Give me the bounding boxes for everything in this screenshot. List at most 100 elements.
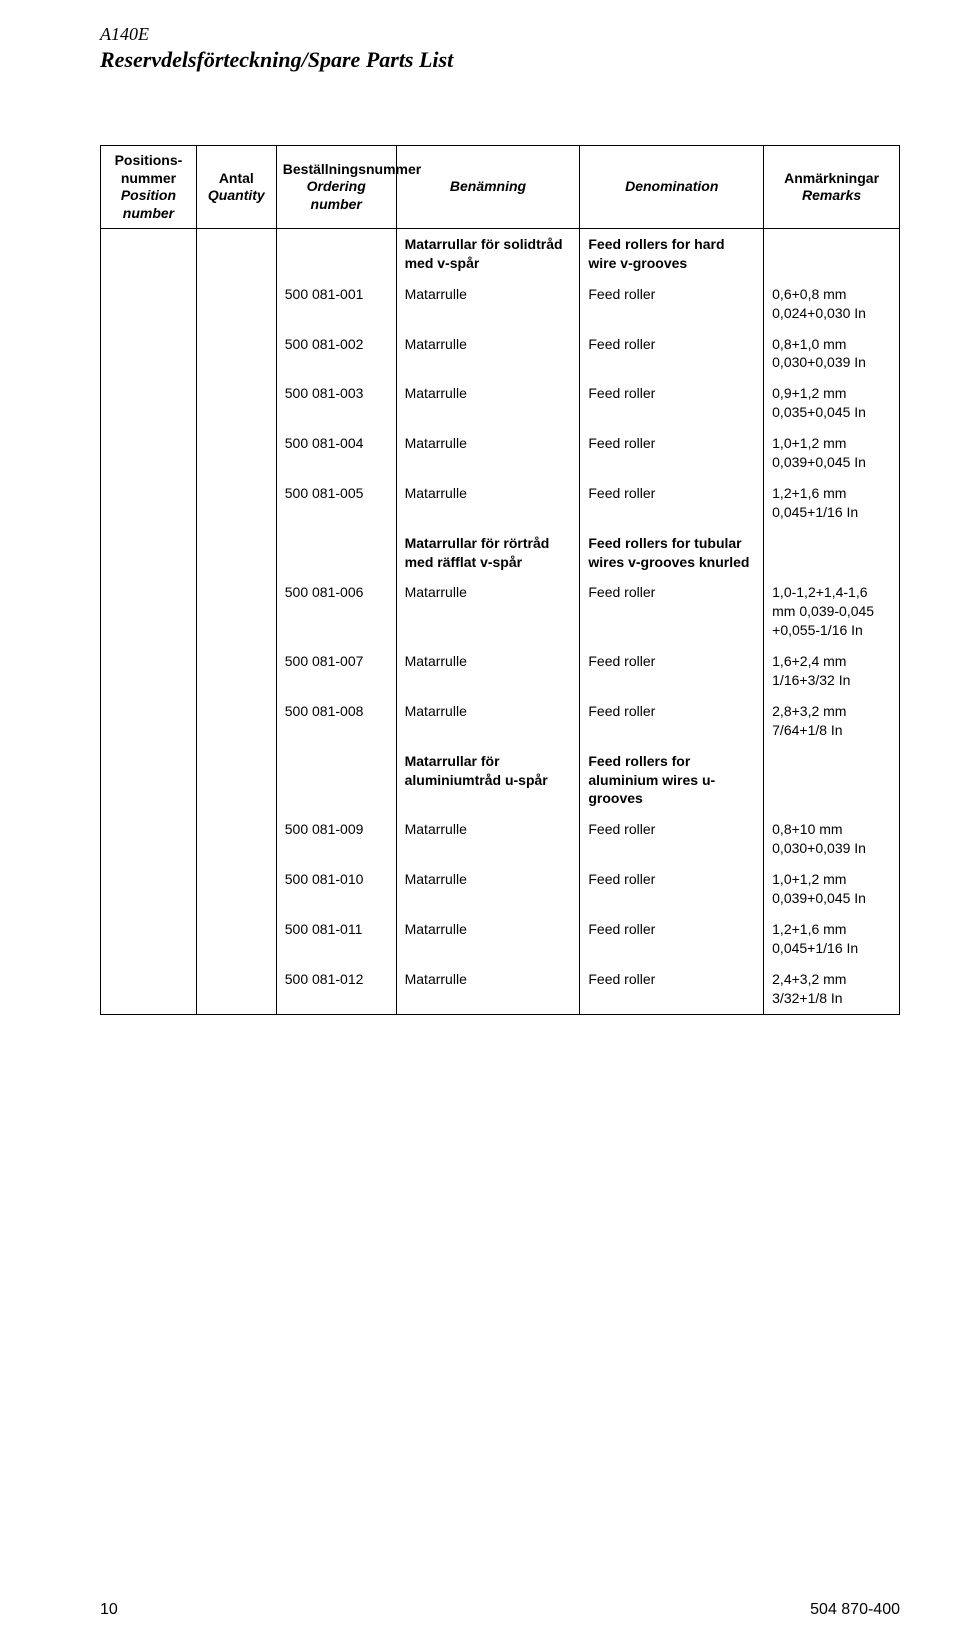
cell-ordering: 500 081-006: [276, 577, 396, 646]
col-benamning: Benämning: [396, 146, 580, 229]
col-position-l1: Positions-: [115, 152, 183, 168]
cell-position: [101, 914, 197, 964]
cell-empty: [764, 229, 900, 279]
col-remarks: Anmärkningar Remarks: [764, 146, 900, 229]
cell-denomination: Feed roller: [580, 914, 764, 964]
parts-table: Positions- nummer Position number Antal …: [100, 145, 900, 1015]
cell-remarks: 2,4+3,2 mm 3/32+1/8 In: [764, 964, 900, 1014]
cell-remarks: 0,9+1,2 mm 0,035+0,045 In: [764, 378, 900, 428]
section-benamning: Matarrullar för aluminiumtråd u-spår: [396, 746, 580, 815]
cell-remarks: 0,8+1,0 mm 0,030+0,039 In: [764, 329, 900, 379]
cell-remarks: 1,2+1,6 mm 0,045+1/16 In: [764, 914, 900, 964]
cell-ordering: 500 081-005: [276, 478, 396, 528]
cell-denomination: Feed roller: [580, 964, 764, 1014]
cell-quantity: [196, 279, 276, 329]
col-remarks-l2: Remarks: [802, 187, 861, 203]
cell-ordering: 500 081-008: [276, 696, 396, 746]
col-position-l3: Position: [121, 187, 176, 203]
section-header-row: Matarrullar för aluminiumtråd u-spårFeed…: [101, 746, 900, 815]
cell-ordering: 500 081-012: [276, 964, 396, 1014]
cell-position: [101, 646, 197, 696]
col-position-l2: nummer: [121, 170, 176, 186]
section-benamning: Matarrullar för rörtråd med räfflat v-sp…: [396, 528, 580, 578]
col-quantity-l2: Quantity: [208, 187, 265, 203]
table-row: 500 081-011MatarrulleFeed roller1,2+1,6 …: [101, 914, 900, 964]
cell-benamning: Matarrulle: [396, 864, 580, 914]
page-title: Reservdelsförteckning/Spare Parts List: [100, 47, 900, 73]
table-row: 500 081-001MatarrulleFeed roller0,6+0,8 …: [101, 279, 900, 329]
cell-ordering: 500 081-011: [276, 914, 396, 964]
cell-remarks: 0,8+10 mm 0,030+0,039 In: [764, 814, 900, 864]
table-row: 500 081-009MatarrulleFeed roller0,8+10 m…: [101, 814, 900, 864]
col-denomination-l1: Denomination: [625, 178, 718, 194]
cell-remarks: 1,0+1,2 mm 0,039+0,045 In: [764, 864, 900, 914]
cell-denomination: Feed roller: [580, 646, 764, 696]
cell-quantity: [196, 914, 276, 964]
cell-ordering: 500 081-007: [276, 646, 396, 696]
section-denomination: Feed rollers for aluminium wires u-groov…: [580, 746, 764, 815]
section-header-row: Matarrullar för rörtråd med räfflat v-sp…: [101, 528, 900, 578]
cell-ordering: 500 081-003: [276, 378, 396, 428]
cell-remarks: 1,6+2,4 mm 1/16+3/32 In: [764, 646, 900, 696]
table-row: 500 081-002MatarrulleFeed roller0,8+1,0 …: [101, 329, 900, 379]
cell-position: [101, 478, 197, 528]
cell-benamning: Matarrulle: [396, 914, 580, 964]
cell-benamning: Matarrulle: [396, 478, 580, 528]
cell-quantity: [196, 329, 276, 379]
cell-position: [101, 428, 197, 478]
cell-benamning: Matarrulle: [396, 814, 580, 864]
table-row: 500 081-003MatarrulleFeed roller0,9+1,2 …: [101, 378, 900, 428]
cell-remarks: 1,0+1,2 mm 0,039+0,045 In: [764, 428, 900, 478]
table-row: 500 081-004MatarrulleFeed roller1,0+1,2 …: [101, 428, 900, 478]
page: A140E Reservdelsförteckning/Spare Parts …: [0, 0, 960, 1649]
cell-position: [101, 577, 197, 646]
col-quantity: Antal Quantity: [196, 146, 276, 229]
cell-remarks: 2,8+3,2 mm 7/64+1/8 In: [764, 696, 900, 746]
col-ordering: Beställningsnummer Ordering number: [276, 146, 396, 229]
cell-empty: [764, 528, 900, 578]
cell-ordering: 500 081-002: [276, 329, 396, 379]
col-ordering-l1: Beställningsnummer: [283, 161, 421, 177]
cell-benamning: Matarrulle: [396, 964, 580, 1014]
cell-quantity: [196, 577, 276, 646]
col-benamning-l1: Benämning: [450, 178, 526, 194]
cell-benamning: Matarrulle: [396, 279, 580, 329]
cell-benamning: Matarrulle: [396, 577, 580, 646]
cell-denomination: Feed roller: [580, 814, 764, 864]
section-benamning: Matarrullar för solidtråd med v-spår: [396, 229, 580, 279]
col-ordering-l2: Ordering number: [307, 178, 366, 212]
cell-quantity: [196, 428, 276, 478]
cell-benamning: Matarrulle: [396, 428, 580, 478]
cell-denomination: Feed roller: [580, 428, 764, 478]
cell-position: [101, 814, 197, 864]
cell-ordering: 500 081-004: [276, 428, 396, 478]
page-number: 10: [100, 1601, 118, 1619]
col-quantity-l1: Antal: [219, 170, 254, 186]
page-footer: 10 504 870-400: [100, 1601, 900, 1619]
cell-empty: [101, 528, 197, 578]
col-denomination: Denomination: [580, 146, 764, 229]
cell-denomination: Feed roller: [580, 329, 764, 379]
table-row: 500 081-008MatarrulleFeed roller2,8+3,2 …: [101, 696, 900, 746]
cell-quantity: [196, 378, 276, 428]
cell-empty: [196, 528, 276, 578]
table-row: 500 081-006MatarrulleFeed roller1,0-1,2+…: [101, 577, 900, 646]
cell-position: [101, 864, 197, 914]
cell-benamning: Matarrulle: [396, 378, 580, 428]
cell-quantity: [196, 646, 276, 696]
cell-empty: [196, 229, 276, 279]
cell-ordering: 500 081-010: [276, 864, 396, 914]
cell-position: [101, 696, 197, 746]
cell-ordering: 500 081-009: [276, 814, 396, 864]
cell-quantity: [196, 814, 276, 864]
cell-position: [101, 964, 197, 1014]
table-row: 500 081-012MatarrulleFeed roller2,4+3,2 …: [101, 964, 900, 1014]
model-code: A140E: [100, 24, 900, 45]
section-denomination: Feed rollers for hard wire v-grooves: [580, 229, 764, 279]
cell-position: [101, 378, 197, 428]
cell-benamning: Matarrulle: [396, 329, 580, 379]
cell-position: [101, 279, 197, 329]
table-row: 500 081-005MatarrulleFeed roller1,2+1,6 …: [101, 478, 900, 528]
cell-quantity: [196, 864, 276, 914]
cell-position: [101, 329, 197, 379]
